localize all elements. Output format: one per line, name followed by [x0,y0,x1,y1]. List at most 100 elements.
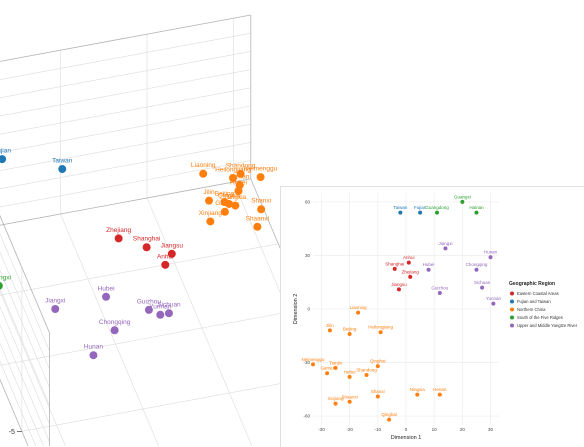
point-beijing [347,331,352,336]
back-wall-gridline [0,87,251,135]
side-wall-gridline [0,269,50,388]
point-anhui [406,260,411,265]
point-liaoning [356,310,361,315]
x-tick-label: -20 [346,427,353,432]
point-label-shaanxi: Shaanxi [246,215,270,222]
legend-swatch-upper-and-middle-yangtze-river [510,323,514,328]
side-wall-gridline [0,233,50,351]
point-label-gansu: Gansu [320,366,334,371]
back-wall-gridline [0,123,251,171]
point-guizhou [437,290,442,295]
point-label-hunan: Hunan [84,344,104,351]
back-wall-gridline [0,105,251,153]
point-chongqing [474,267,479,272]
x-tick-label: 0 [405,427,408,432]
side-wall-gridline [0,360,37,446]
point-zhejiang [408,274,413,279]
side-wall-gridline [0,342,44,446]
point-label-sichuan: Sichuan [157,302,181,309]
point-label-heilongjiang: Heilongjiang [368,325,393,330]
point-label-liaoning: Liaoning [350,305,368,310]
point-taiwan [58,165,67,174]
point-gansu [220,207,229,216]
side-wall-gridline [0,306,50,424]
point-shanxi [257,205,266,214]
point-hunan [89,351,98,360]
point-label-hubei: Hubei [98,285,115,292]
point-label-zhejiang: Zhejiang [106,227,131,234]
point-label-sichuan: Sichuan [474,280,491,285]
y-tick-label: 60 [305,200,311,205]
point-label-shanghai: Shanghai [385,261,404,266]
point-jiangxi [51,305,60,313]
point-jilin [205,196,214,205]
point-label-heilongjiang: Heilongjiang [215,167,251,174]
point-label-jilin: Jilin [203,189,215,196]
point-ningxia [415,392,420,397]
point-label-jiangxi: Jiangxi [438,241,452,246]
point-label-neimenggu: Neimenggu [301,357,325,362]
point-xinjiang [333,401,338,406]
point-neimenggu [311,362,315,367]
point-label-neimenggu: Neimenggu [244,166,278,173]
point-label-henan: Henan [433,387,447,392]
point-label-hebei: Hebei [344,369,356,374]
point-label-shandong: Shandong [356,368,377,373]
point-label-jiangsu: Jiangsu [161,242,184,249]
point-tianjin [333,365,338,370]
point-label-ningxia: Ningxia [410,387,426,392]
y-tick-label: -5 [9,429,15,436]
point-shanghai [392,266,397,271]
legend-swatch-fujian-and-taiwan [510,299,514,304]
point-shandong [236,169,245,178]
point-hubei [102,292,111,301]
back-wall-gridline [0,14,251,62]
point-sichuan [480,285,485,290]
point-liaoning [199,169,208,178]
back-wall-gridline [0,160,251,208]
point-label-anhui: Anhui [403,255,415,260]
point-label-guangxi: Guangxi [0,274,11,281]
point-label-shaanxi: Shaanxi [342,394,358,399]
point-label-shanghai: Shanghai [133,236,160,243]
x-tick-label: 20 [460,427,466,432]
point-label-beijing: Beijing [343,326,357,331]
point-hebei [347,374,352,379]
point-henan [437,392,442,397]
side-wall-gridline [0,251,50,370]
y-axis-title: Dimension 2 [293,294,299,325]
point-guizhou [144,305,153,314]
side-wall-gridline [0,324,50,442]
point-fujian [418,210,423,215]
legend-swatch-south-of-the-five-ridges [510,315,514,320]
point-label-shanxi: Shanxi [371,389,385,394]
point-heilongjiang [378,330,383,335]
point-hebei [234,187,243,195]
point-label-xinjiang: Xinjiang [199,210,223,217]
point-label-beijing: Beijing [215,191,235,198]
x-tick-label: -10 [375,427,382,432]
point-label-henan: Henan [230,174,250,181]
point-label-tianjin: Tianjin [329,360,343,365]
point-label-qinghai: Qinghai [218,192,240,199]
point-label-guangdong: Guangdong [425,205,449,210]
legend-entry-eastern-coastal-areas: Eastern Coastal Areas [517,291,559,296]
point-neimenggu [256,173,265,182]
side-wall-gridline [0,287,50,406]
legend-entry-south-of-the-five-ridges: South of the Five Ridges [517,315,563,320]
point-label-yunnan: Yunnan [486,296,502,301]
point-label-xinjiang: Xinjiang [328,396,345,401]
point-guangdong [435,210,439,215]
point-label-hainan: Hainan [469,205,484,210]
point-label-qinghai: Qinghai [381,412,397,417]
point-ningxia [231,201,240,210]
point-shaanxi [253,222,262,231]
back-wall-gridline [0,142,251,190]
point-taiwan [398,210,403,215]
point-label-fujian: Fujian [0,148,11,155]
legend-swatch-northern-china [510,307,514,312]
point-label-shanxi: Shanxi [251,198,271,205]
point-label-ningxia: Ningxia [225,194,247,201]
point-jiangxi [443,246,448,251]
